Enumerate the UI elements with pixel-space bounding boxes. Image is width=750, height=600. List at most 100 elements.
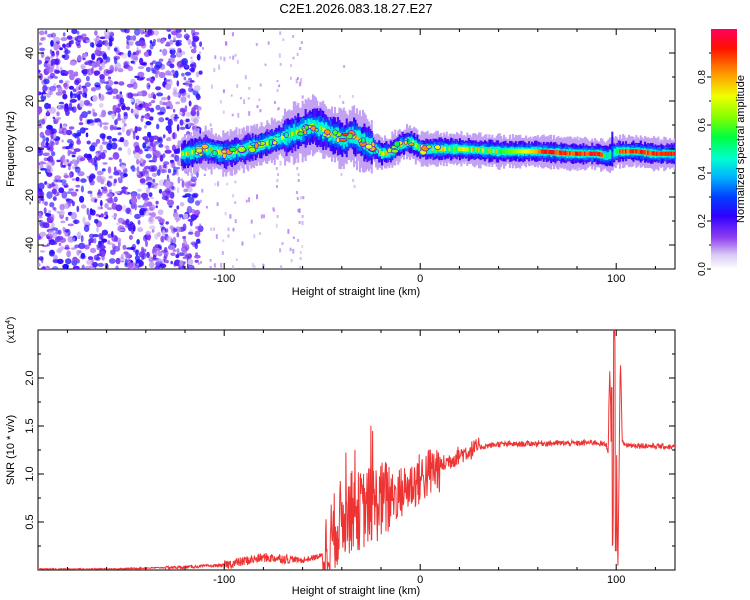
spectrogram-noise-cell (188, 122, 190, 128)
spectrogram-ridge-core (451, 146, 454, 152)
spectrogram-noise-cell (145, 230, 152, 235)
spectrogram-ridge-core (495, 149, 498, 154)
spectrogram-noise-cell (60, 220, 66, 224)
spectrogram-noise-cell (85, 75, 90, 82)
spectrogram-ridge-core (563, 150, 566, 156)
spectrogram-noise-cell (51, 188, 57, 195)
spectrogram-noise-cell (44, 30, 48, 35)
spectrogram-ridge-core (414, 142, 417, 148)
spectrogram-noise-cell (91, 53, 96, 61)
spectrogram-peak-blob (324, 129, 331, 135)
spectrogram-ridge-core (313, 123, 316, 128)
spectrogram-noise-cell (152, 155, 157, 163)
spectrogram-noise-cell (84, 82, 91, 88)
spectrogram-noise-cell (148, 49, 152, 56)
spectrogram-ridge-core (463, 147, 466, 152)
spectrogram-noise-cell (187, 196, 195, 204)
spectrogram-noise-cell (50, 52, 56, 57)
spectrogram-spike-cell (611, 137, 614, 141)
spectrogram-ridge-core (620, 149, 623, 154)
spectrogram-ridge-core (628, 149, 631, 154)
spectrogram-noise-cell (123, 113, 128, 120)
spectrogram-noise-cell (253, 234, 256, 239)
spectrogram-noise-cell (47, 226, 54, 230)
spectrogram-ridge-core (673, 151, 675, 156)
spectrogram-ridge-core (470, 147, 473, 152)
spectrogram-ridge-core (486, 148, 489, 153)
spectrogram-noise-cell (108, 189, 113, 193)
spectrogram-noise-cell (169, 104, 173, 110)
spectrogram-ridge-core (182, 151, 185, 156)
spectrogram-noise-cell (62, 93, 68, 100)
spectrogram-noise-cell (46, 191, 53, 199)
spectrogram-noise-cell (196, 238, 201, 244)
spectrogram-noise-cell (158, 179, 165, 187)
spectrogram-noise-cell (42, 265, 46, 269)
spectrogram-noise-cell (127, 147, 131, 156)
spectrogram-noise-cell (193, 118, 199, 124)
spectrogram-noise-cell (133, 152, 141, 160)
colorbar-label: Normalized spectral amplitude (735, 75, 747, 223)
spectrogram-noise-cell (38, 124, 43, 129)
spectrogram-noise-cell (152, 178, 156, 183)
spectrogram-noise-cell (64, 80, 70, 84)
spectrogram-noise-cell (235, 258, 238, 261)
spectrogram-noise-cell (139, 251, 145, 258)
spectrogram-ridge-core (492, 148, 495, 154)
spectrogram-noise-cell (156, 92, 164, 97)
spectrogram-noise-cell (68, 143, 74, 148)
spectrogram-noise-cell (139, 209, 145, 216)
spectrogram-noise-cell (39, 250, 46, 253)
spectrogram-noise-cell (258, 98, 261, 101)
spectrogram-noise-cell (234, 180, 237, 184)
spectrogram-ridge-core (279, 136, 282, 141)
spectrogram-noise-cell (182, 195, 188, 198)
spectrogram-noise-cell (172, 249, 177, 252)
spectrogram-noise-cell (120, 165, 126, 170)
spectrogram-noise-cell (58, 187, 65, 194)
spectrogram-noise-cell (75, 176, 80, 182)
spectrogram-noise-cell (45, 212, 52, 217)
spectrogram-noise-cell (62, 43, 66, 48)
spectrogram-noise-cell (126, 35, 132, 41)
spectrogram-ridge-core (210, 148, 213, 153)
spectrogram-peak-blob (211, 149, 218, 157)
spectrogram-streak-cell (299, 257, 302, 260)
spectrogram-noise-cell (155, 61, 163, 69)
spectrogram-ridge-core (357, 136, 360, 142)
spectrogram-noise-cell (114, 191, 121, 194)
spectrogram-noise-cell (115, 169, 122, 176)
spectrogram-noise-cell (88, 213, 92, 221)
spectrogram-noise-cell (103, 81, 109, 84)
spectrogram-ridge-core (525, 149, 528, 154)
spectrogram-noise-cell (85, 132, 89, 138)
spectrogram-noise-cell (301, 221, 304, 226)
spectrogram-noise-cell (38, 59, 43, 65)
spectrogram-ridge-core (189, 150, 192, 155)
spectrogram-ridge-core (547, 149, 550, 155)
spectrogram-noise-cell (191, 40, 196, 47)
spectrogram-noise-cell (121, 125, 125, 133)
colorbar-tick-label: 0.8 (697, 70, 708, 84)
spectrogram-noise-cell (68, 126, 75, 130)
spectrogram-noise-cell (121, 105, 127, 111)
spectrogram-ridge-core (466, 147, 469, 152)
spectrogram-noise-cell (137, 219, 141, 225)
spectrogram-ridge-core (582, 151, 585, 156)
spectrogram-noise-cell (127, 262, 134, 269)
spectrogram-noise-cell (88, 175, 93, 183)
spectrogram-noise-cell (46, 110, 50, 116)
spectrogram-noise-cell (141, 192, 149, 199)
spectrogram-noise-cell (70, 212, 78, 220)
spectrogram-ridge-core (657, 151, 660, 156)
spectrogram-noise-cell (230, 94, 233, 97)
spectrogram-noise-cell (38, 69, 41, 73)
spectrogram-noise-cell (157, 250, 163, 257)
spectrogram-noise-cell (194, 230, 201, 238)
spectrogram-noise-cell (154, 265, 161, 269)
spectrogram-noise-cell (220, 262, 223, 268)
spectrogram-ridge-core (338, 135, 341, 140)
spectrogram-noise-cell (64, 103, 69, 110)
spectrogram-noise-cell (173, 72, 176, 78)
spectrogram-streak-cell (275, 185, 278, 188)
